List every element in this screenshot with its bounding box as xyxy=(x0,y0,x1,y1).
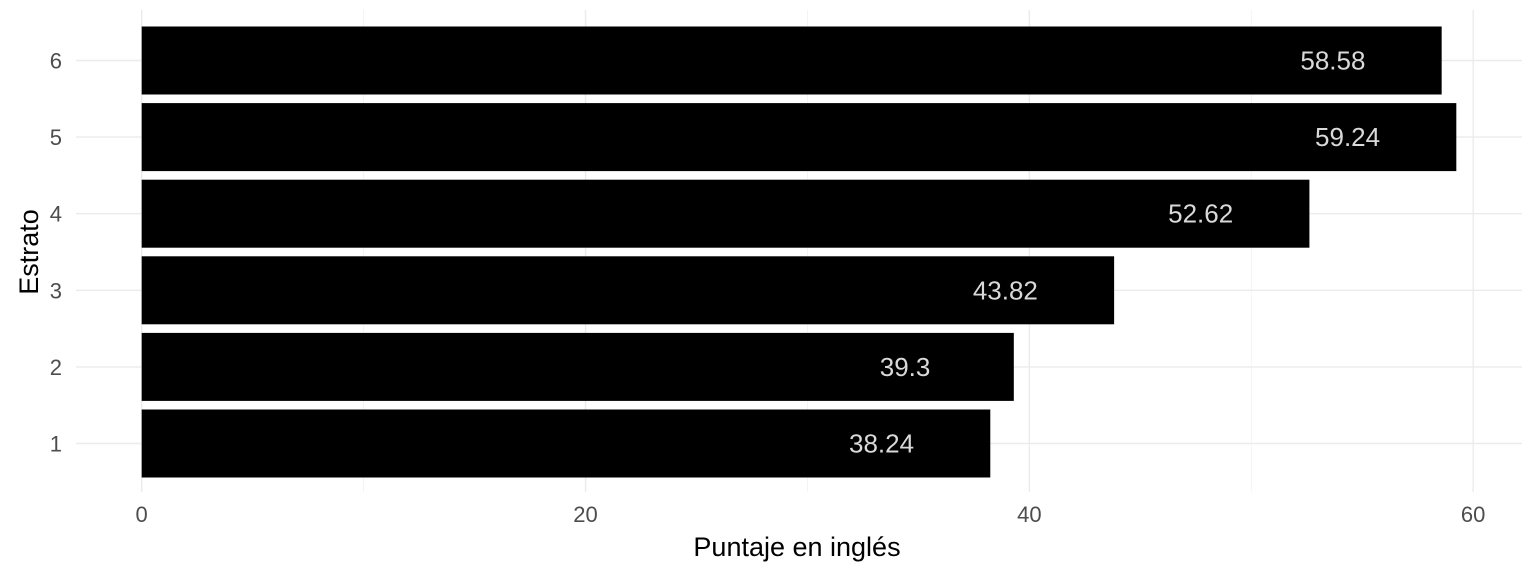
bar-value-labels: 38.24 39.3 43.82 52.62 59.24 58.58 xyxy=(849,46,1380,459)
x-tick-label: 60 xyxy=(1461,502,1485,527)
y-tick-label: 6 xyxy=(50,49,62,74)
bar-estrato-5 xyxy=(141,103,1457,172)
x-axis-tick-labels: 0 20 40 60 xyxy=(136,502,1486,527)
x-tick-label: 40 xyxy=(1017,502,1041,527)
bar-estrato-4 xyxy=(141,179,1310,248)
y-tick-label: 1 xyxy=(50,432,62,457)
y-axis-title: Estrato xyxy=(14,209,44,295)
y-axis-tick-labels: 1 2 3 4 5 6 xyxy=(50,49,62,457)
bar-value-label: 58.58 xyxy=(1300,46,1365,76)
y-tick-label: 4 xyxy=(50,202,62,227)
x-axis-title: Puntaje en inglés xyxy=(693,532,900,562)
bars xyxy=(141,26,1457,478)
bar-estrato-1 xyxy=(141,409,991,478)
bar-value-label: 39.3 xyxy=(880,352,931,382)
bar-value-label: 52.62 xyxy=(1168,199,1233,229)
x-tick-label: 20 xyxy=(573,502,597,527)
x-tick-label: 0 xyxy=(136,502,148,527)
bar-estrato-6 xyxy=(141,26,1442,95)
bar-estrato-2 xyxy=(141,332,1014,401)
y-tick-label: 2 xyxy=(50,355,62,380)
bar-estrato-3 xyxy=(141,256,1115,325)
y-tick-label: 5 xyxy=(50,125,62,150)
bar-value-label: 59.24 xyxy=(1315,122,1380,152)
bar-value-label: 43.82 xyxy=(973,275,1038,305)
y-tick-label: 3 xyxy=(50,278,62,303)
bar-value-label: 38.24 xyxy=(849,429,914,459)
